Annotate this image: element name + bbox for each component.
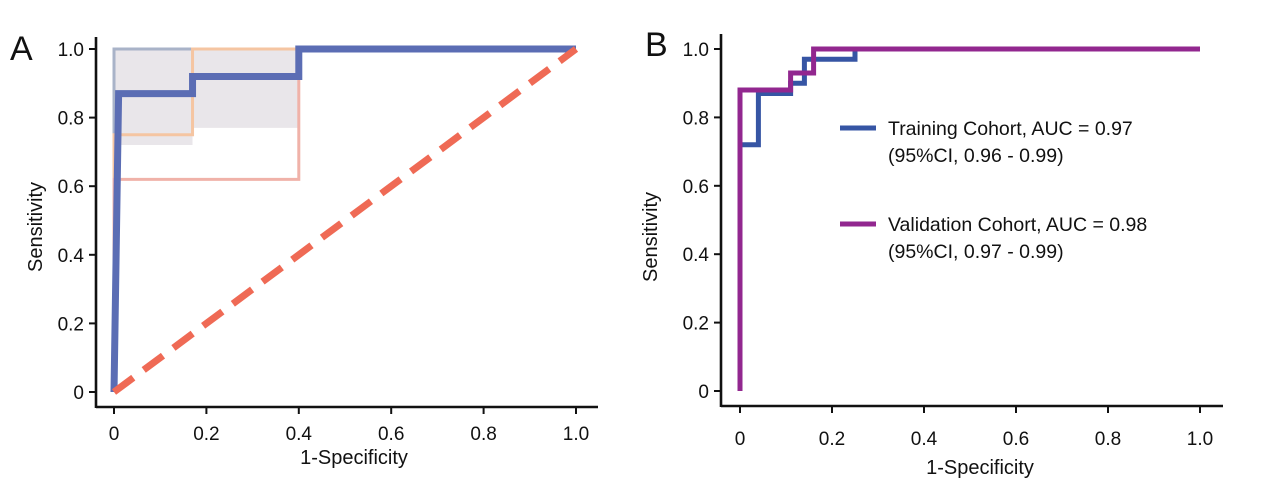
x-tick-label: 1.0 <box>563 424 589 445</box>
panel-a-x-label: 1-Specificity <box>300 447 408 469</box>
y-tick-label: 0.6 <box>683 177 709 198</box>
panel-a: A 0 0.2 0.4 0.6 0.8 1.0 0 0.2 0.4 0.6 0.8 1.0 1-Sp… <box>10 30 598 469</box>
panel-b-y-label: Sensitivity <box>640 192 662 282</box>
x-tick-label: 0.6 <box>378 424 404 445</box>
legend-ci-training: (95%CI, 0.96 - 0.99) <box>888 145 1064 167</box>
y-tick-label: 1.0 <box>58 40 84 61</box>
y-tick-label: 1.0 <box>683 40 709 61</box>
y-tick-label: 0.2 <box>683 314 709 335</box>
panel-b-legend: Training Cohort, AUC = 0.97 (95%CI, 0.96… <box>840 118 1147 263</box>
panel-b-series-1-line <box>737 46 1200 391</box>
panel-a-y-label: Sensitivity <box>25 182 47 272</box>
panel-b: B 0 0.2 0.4 0.6 0.8 1.0 0 0.2 0.4 0.6 0.8 1.0 1-Sp… <box>640 26 1223 479</box>
panel-b-x-ticks: 0 0.2 0.4 0.6 0.8 1.0 <box>735 406 1213 450</box>
y-tick-label: 0.6 <box>58 177 84 198</box>
panel-b-letter: B <box>645 26 668 64</box>
legend-ci-validation: (95%CI, 0.97 - 0.99) <box>888 241 1064 263</box>
panel-b-series <box>737 46 1200 391</box>
panel-a-roc-line <box>110 45 576 393</box>
panel-a-x-ticks: 0 0.2 0.4 0.6 0.8 1.0 <box>109 407 589 445</box>
panel-b-y-ticks: 0 0.2 0.4 0.6 0.8 1.0 <box>683 40 721 403</box>
panel-b-series-0-line <box>740 46 1200 148</box>
y-tick-label: 0 <box>698 382 709 403</box>
legend-label-training: Training Cohort, AUC = 0.97 <box>888 118 1133 140</box>
y-tick-label: 0.8 <box>58 109 84 130</box>
y-tick-label: 0.2 <box>58 314 84 335</box>
y-tick-label: 0.4 <box>683 245 710 266</box>
y-tick-label: 0.4 <box>58 246 85 267</box>
x-tick-label: 0.2 <box>193 424 219 445</box>
panel-a-reference-line <box>111 46 579 395</box>
x-tick-label: 0.4 <box>286 424 313 445</box>
x-tick-label: 0.8 <box>470 424 496 445</box>
panel-a-letter: A <box>10 30 33 68</box>
x-tick-label: 1.0 <box>1187 429 1213 450</box>
x-tick-label: 0.4 <box>911 429 938 450</box>
x-tick-label: 0 <box>109 424 120 445</box>
legend-label-validation: Validation Cohort, AUC = 0.98 <box>888 214 1147 236</box>
x-tick-label: 0 <box>735 429 746 450</box>
panel-a-y-ticks: 0 0.2 0.4 0.6 0.8 1.0 <box>58 40 96 404</box>
panel-b-x-label: 1-Specificity <box>926 457 1034 479</box>
panel-a-series <box>110 45 579 395</box>
y-tick-label: 0 <box>73 383 84 404</box>
y-tick-label: 0.8 <box>683 108 709 129</box>
x-tick-label: 0.6 <box>1003 429 1029 450</box>
x-tick-label: 0.2 <box>819 429 845 450</box>
x-tick-label: 0.8 <box>1095 429 1121 450</box>
